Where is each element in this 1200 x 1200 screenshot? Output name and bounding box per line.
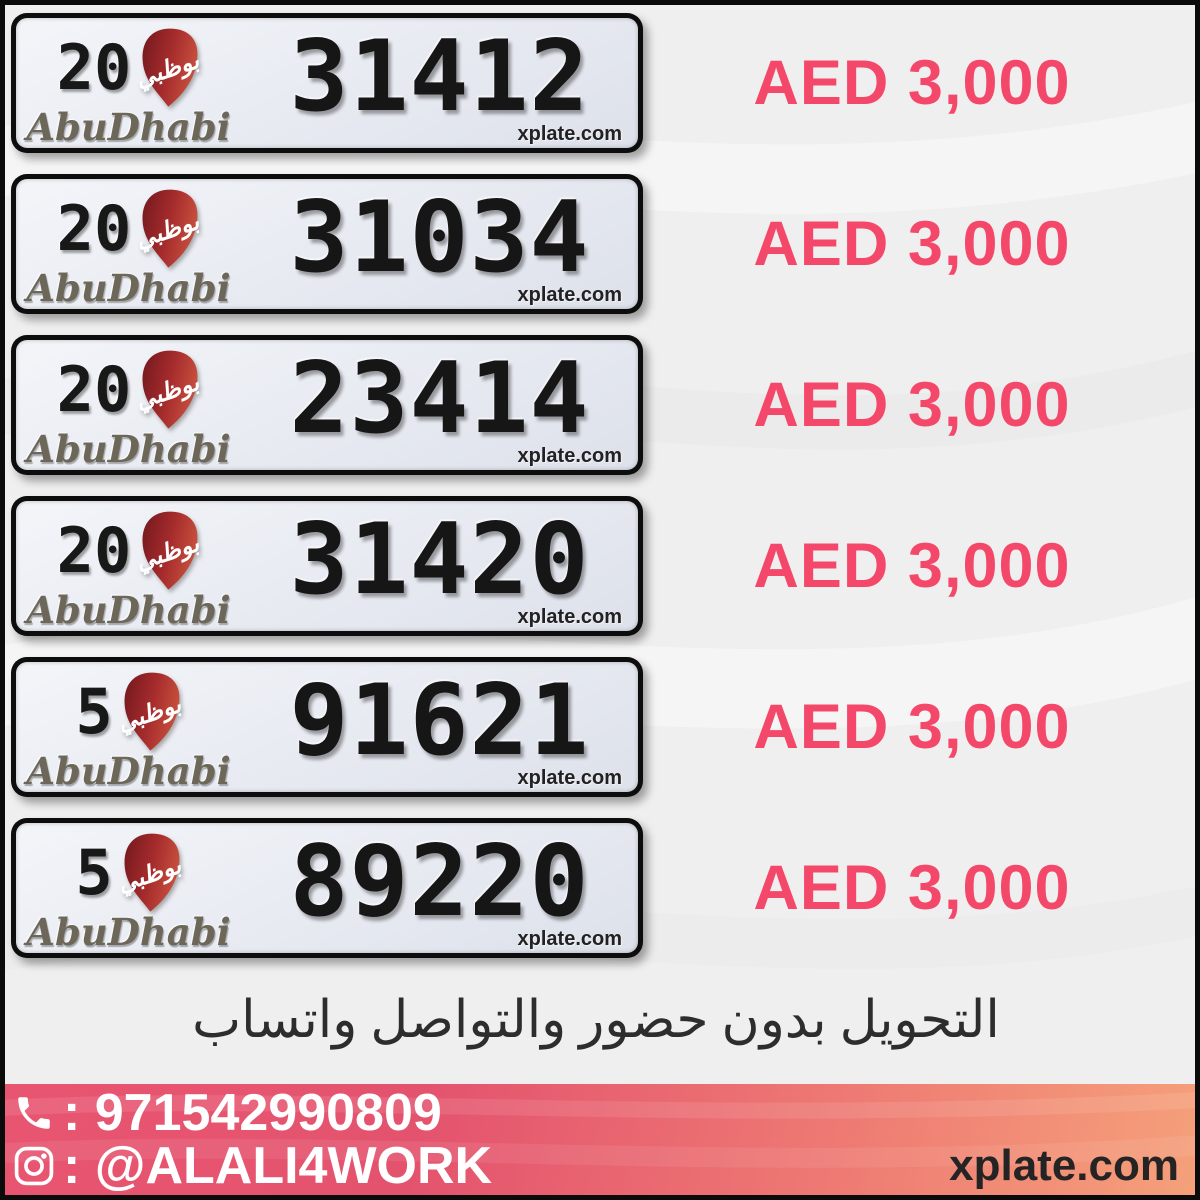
plate-watermark: xplate.com (517, 445, 622, 467)
price-label: AED 3,000 (753, 531, 1071, 601)
footer-bar: : 971542990809 : @ALALI4WORK xplate.com (5, 1084, 1195, 1195)
instagram-icon (11, 1144, 57, 1188)
xplate-brand: xplate.com (949, 1141, 1179, 1190)
plate-category: 20 (56, 513, 132, 587)
instagram-handle[interactable]: : @ALALI4WORK (63, 1136, 493, 1195)
abudhabi-emblem-icon: ابوظبي (140, 187, 200, 271)
phone-number[interactable]: : 971542990809 (63, 1084, 442, 1142)
license-plate: 20 ابوظبي AbuDhabi 31034 xplate.com (11, 174, 643, 314)
license-plate: 20 ابوظبي AbuDhabi 31412 xplate.com (11, 13, 643, 153)
license-plate: 20 ابوظبي AbuDhabi 31420 xplate.com (11, 496, 643, 636)
plate-watermark: xplate.com (517, 606, 622, 628)
plate-category: 20 (56, 352, 132, 426)
plate-watermark: xplate.com (517, 767, 622, 789)
plate-category: 20 (56, 30, 132, 104)
license-plate: 5 ابوظبي AbuDhabi 91621 xplate.com (11, 657, 643, 797)
transfer-note-arabic: التحويل بدون حضور والتواصل واتساب (192, 992, 1000, 1049)
listing-row: 20 ابوظبي AbuDhabi 23414 xplate.com AED … (11, 335, 1181, 475)
price-label: AED 3,000 (753, 48, 1071, 118)
emirate-name-script: AbuDhabi (26, 587, 231, 632)
listings-section: 20 ابوظبي AbuDhabi 31412 xplate.com AED … (5, 5, 1195, 1050)
plate-watermark: xplate.com (517, 284, 622, 306)
price-label: AED 3,000 (753, 853, 1071, 923)
contact-block: : 971542990809 : @ALALI4WORK (11, 1086, 492, 1192)
phone-icon (11, 1092, 57, 1134)
phone-row: : 971542990809 (11, 1086, 492, 1139)
instagram-row: : @ALALI4WORK (11, 1139, 492, 1192)
plate-watermark: xplate.com (517, 928, 622, 950)
emirate-name-script: AbuDhabi (26, 426, 231, 471)
plate-category: 20 (56, 191, 132, 265)
listing-row: 5 ابوظبي AbuDhabi 89220 xplate.com AED 3… (11, 818, 1181, 958)
abudhabi-emblem-icon: ابوظبي (140, 26, 200, 110)
listing-row: 5 ابوظبي AbuDhabi 91621 xplate.com AED 3… (11, 657, 1181, 797)
abudhabi-emblem-icon: ابوظبي (122, 831, 182, 915)
abudhabi-emblem-icon: ابوظبي (140, 348, 200, 432)
plate-watermark: xplate.com (517, 123, 622, 145)
listing-row: 20 ابوظبي AbuDhabi 31420 xplate.com AED … (11, 496, 1181, 636)
abudhabi-emblem-icon: ابوظبي (140, 509, 200, 593)
license-plate: 5 ابوظبي AbuDhabi 89220 xplate.com (11, 818, 643, 958)
emirate-name-script: AbuDhabi (26, 104, 231, 149)
license-plate: 20 ابوظبي AbuDhabi 23414 xplate.com (11, 335, 643, 475)
abudhabi-emblem-icon: ابوظبي (122, 670, 182, 754)
listing-row: 20 ابوظبي AbuDhabi 31412 xplate.com AED … (11, 13, 1181, 153)
price-label: AED 3,000 (753, 370, 1071, 440)
plate-category: 5 (75, 835, 113, 909)
listing-row: 20 ابوظبي AbuDhabi 31034 xplate.com AED … (11, 174, 1181, 314)
price-label: AED 3,000 (753, 209, 1071, 279)
emirate-name-script: AbuDhabi (26, 748, 231, 793)
plate-category: 5 (75, 674, 113, 748)
emirate-name-script: AbuDhabi (26, 909, 231, 954)
emirate-name-script: AbuDhabi (26, 265, 231, 310)
price-label: AED 3,000 (753, 692, 1071, 762)
